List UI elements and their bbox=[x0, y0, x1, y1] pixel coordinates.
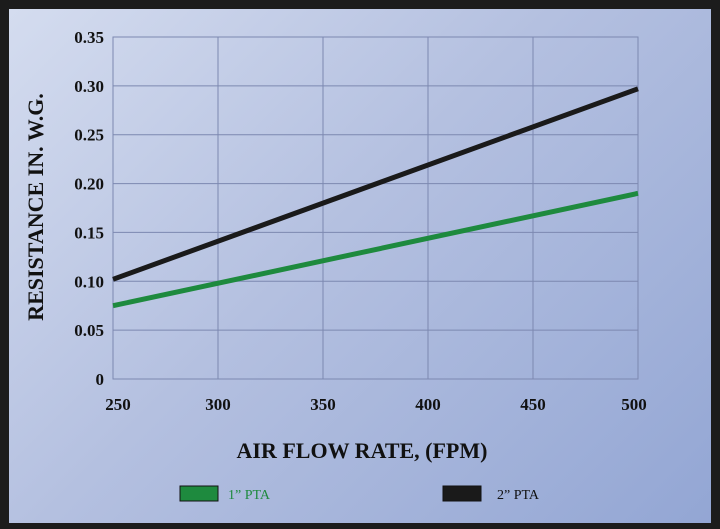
x-tick-label: 350 bbox=[310, 395, 336, 414]
y-tick-label: 0 bbox=[96, 370, 105, 389]
y-tick-label: 0.20 bbox=[74, 175, 104, 194]
x-tick-label: 450 bbox=[520, 395, 546, 414]
x-tick-label: 500 bbox=[621, 395, 647, 414]
x-axis-title: AIR FLOW RATE, (FPM) bbox=[237, 438, 488, 463]
legend-swatch-1 bbox=[179, 485, 219, 502]
y-tick-label: 0.10 bbox=[74, 272, 104, 291]
series-line-1 bbox=[112, 190, 639, 309]
x-tick-label: 400 bbox=[415, 395, 441, 414]
legend: 1” PTA 2” PTA bbox=[179, 485, 540, 503]
y-tick-label: 0.35 bbox=[74, 28, 104, 47]
y-tick-label: 0.30 bbox=[74, 77, 104, 96]
y-axis-ticks: 0 0.05 0.10 0.15 0.20 0.25 0.30 0.35 bbox=[74, 28, 104, 389]
series-line-2 bbox=[112, 86, 639, 282]
x-tick-label: 250 bbox=[105, 395, 131, 414]
series-lines bbox=[112, 86, 639, 309]
y-tick-label: 0.25 bbox=[74, 126, 104, 145]
legend-swatch-2 bbox=[442, 485, 482, 502]
y-axis-title: RESISTANCE IN. W.G. bbox=[23, 93, 48, 321]
legend-label-2: 2” PTA bbox=[497, 488, 540, 503]
legend-label-1: 1” PTA bbox=[228, 488, 271, 503]
y-tick-label: 0.05 bbox=[74, 321, 104, 340]
y-tick-label: 0.15 bbox=[74, 223, 104, 242]
x-axis-ticks: 250 300 350 400 450 500 bbox=[105, 395, 647, 414]
x-tick-label: 300 bbox=[205, 395, 231, 414]
